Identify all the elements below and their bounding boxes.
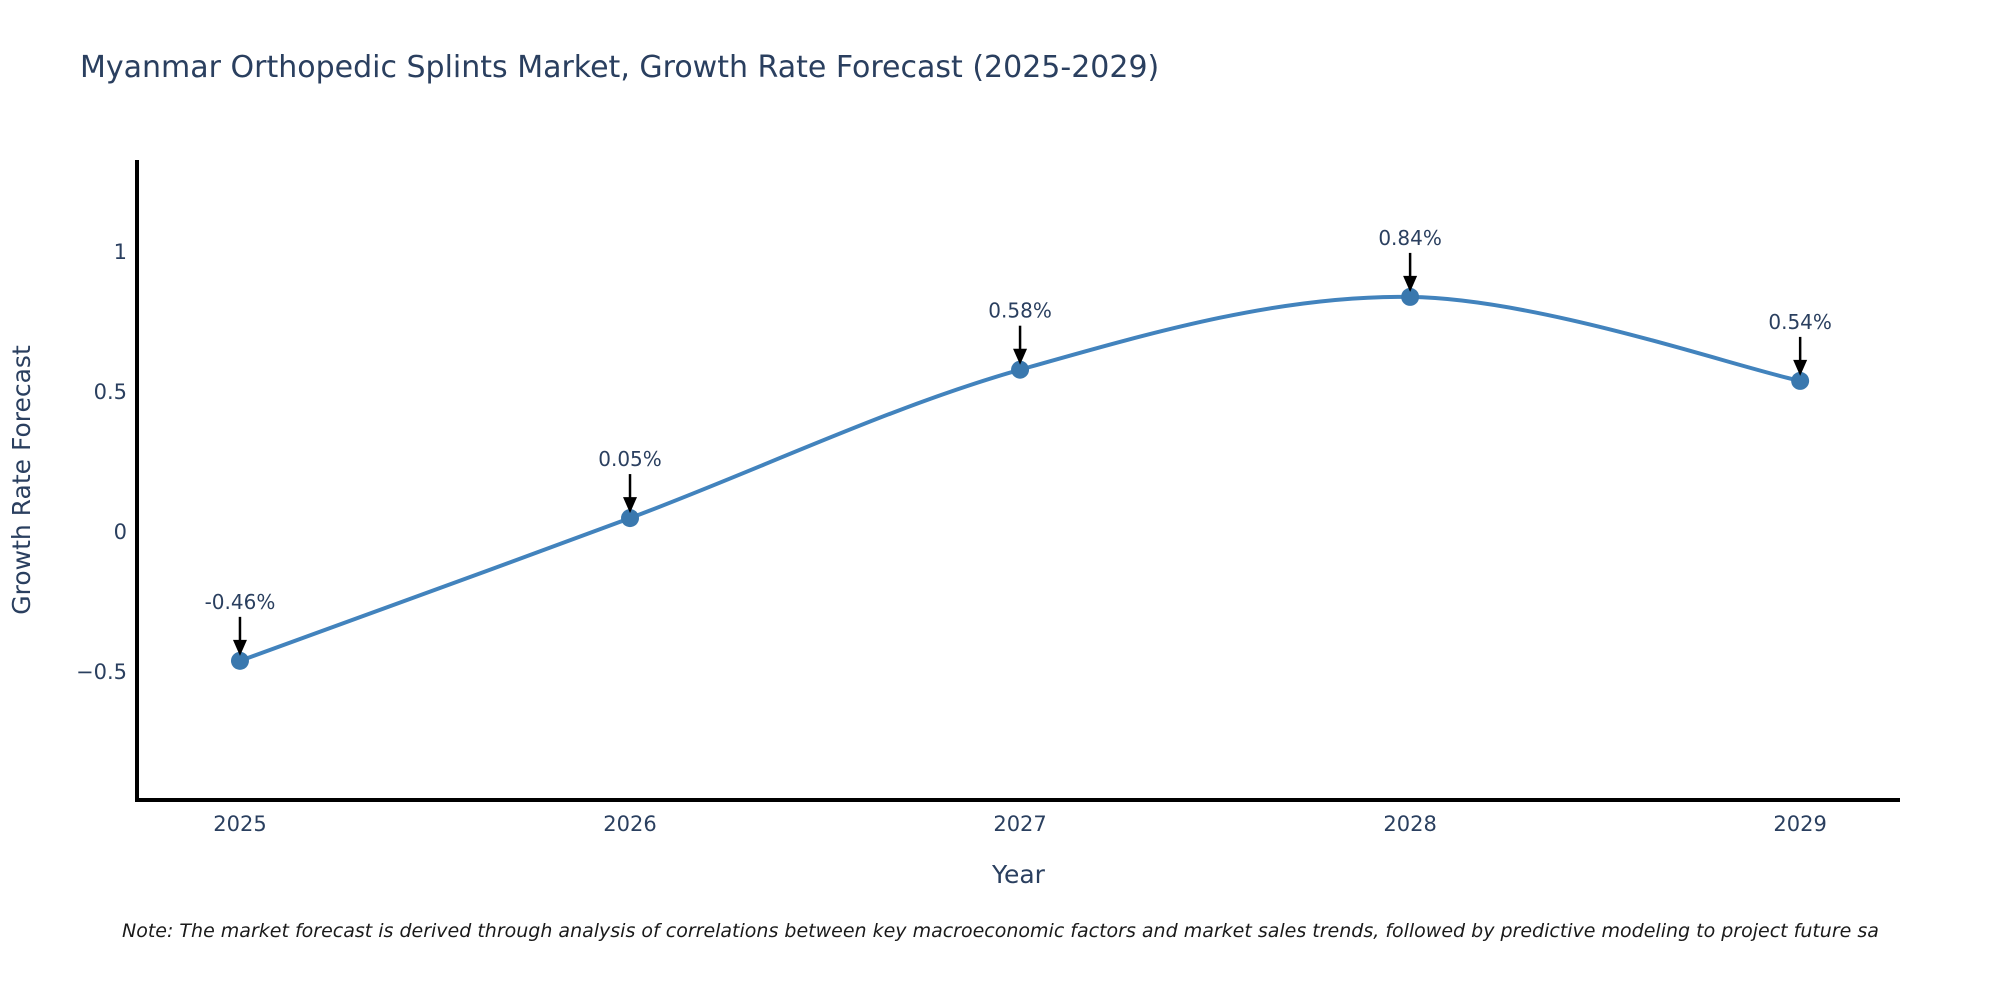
point-label: 0.58% (988, 299, 1052, 323)
data-point-marker[interactable] (230, 651, 249, 670)
data-point-marker[interactable] (1011, 360, 1030, 379)
point-label: -0.46% (205, 590, 276, 614)
annotation-arrowhead-icon (1793, 359, 1808, 376)
y-axis-title: Growth Rate Forecast (7, 345, 36, 615)
annotation-arrowhead-icon (623, 497, 638, 514)
x-axis-title: Year (991, 860, 1046, 889)
x-tick-label: 2026 (603, 812, 656, 836)
point-label: 0.05% (598, 447, 662, 471)
data-point-marker[interactable] (621, 509, 640, 528)
x-tick-label: 2025 (213, 812, 266, 836)
footnote: Note: The market forecast is derived thr… (122, 920, 1879, 942)
x-tick-label: 2028 (1383, 812, 1436, 836)
point-label: 0.84% (1378, 226, 1442, 250)
data-point-marker[interactable] (1791, 371, 1810, 390)
annotation-arrowhead-icon (1013, 348, 1028, 365)
y-tick-label: 1 (114, 240, 127, 264)
data-point-marker[interactable] (1401, 287, 1420, 306)
y-tick-label: −0.5 (76, 660, 127, 684)
x-tick-label: 2027 (993, 812, 1046, 836)
y-tick-label: 0.5 (94, 380, 127, 404)
point-label: 0.54% (1768, 310, 1832, 334)
annotation-arrowhead-icon (232, 639, 247, 656)
chart-title: Myanmar Orthopedic Splints Market, Growt… (80, 50, 1160, 85)
annotation-arrowhead-icon (1403, 275, 1418, 292)
y-tick-label: 0 (114, 520, 127, 544)
x-tick-label: 2029 (1773, 812, 1826, 836)
